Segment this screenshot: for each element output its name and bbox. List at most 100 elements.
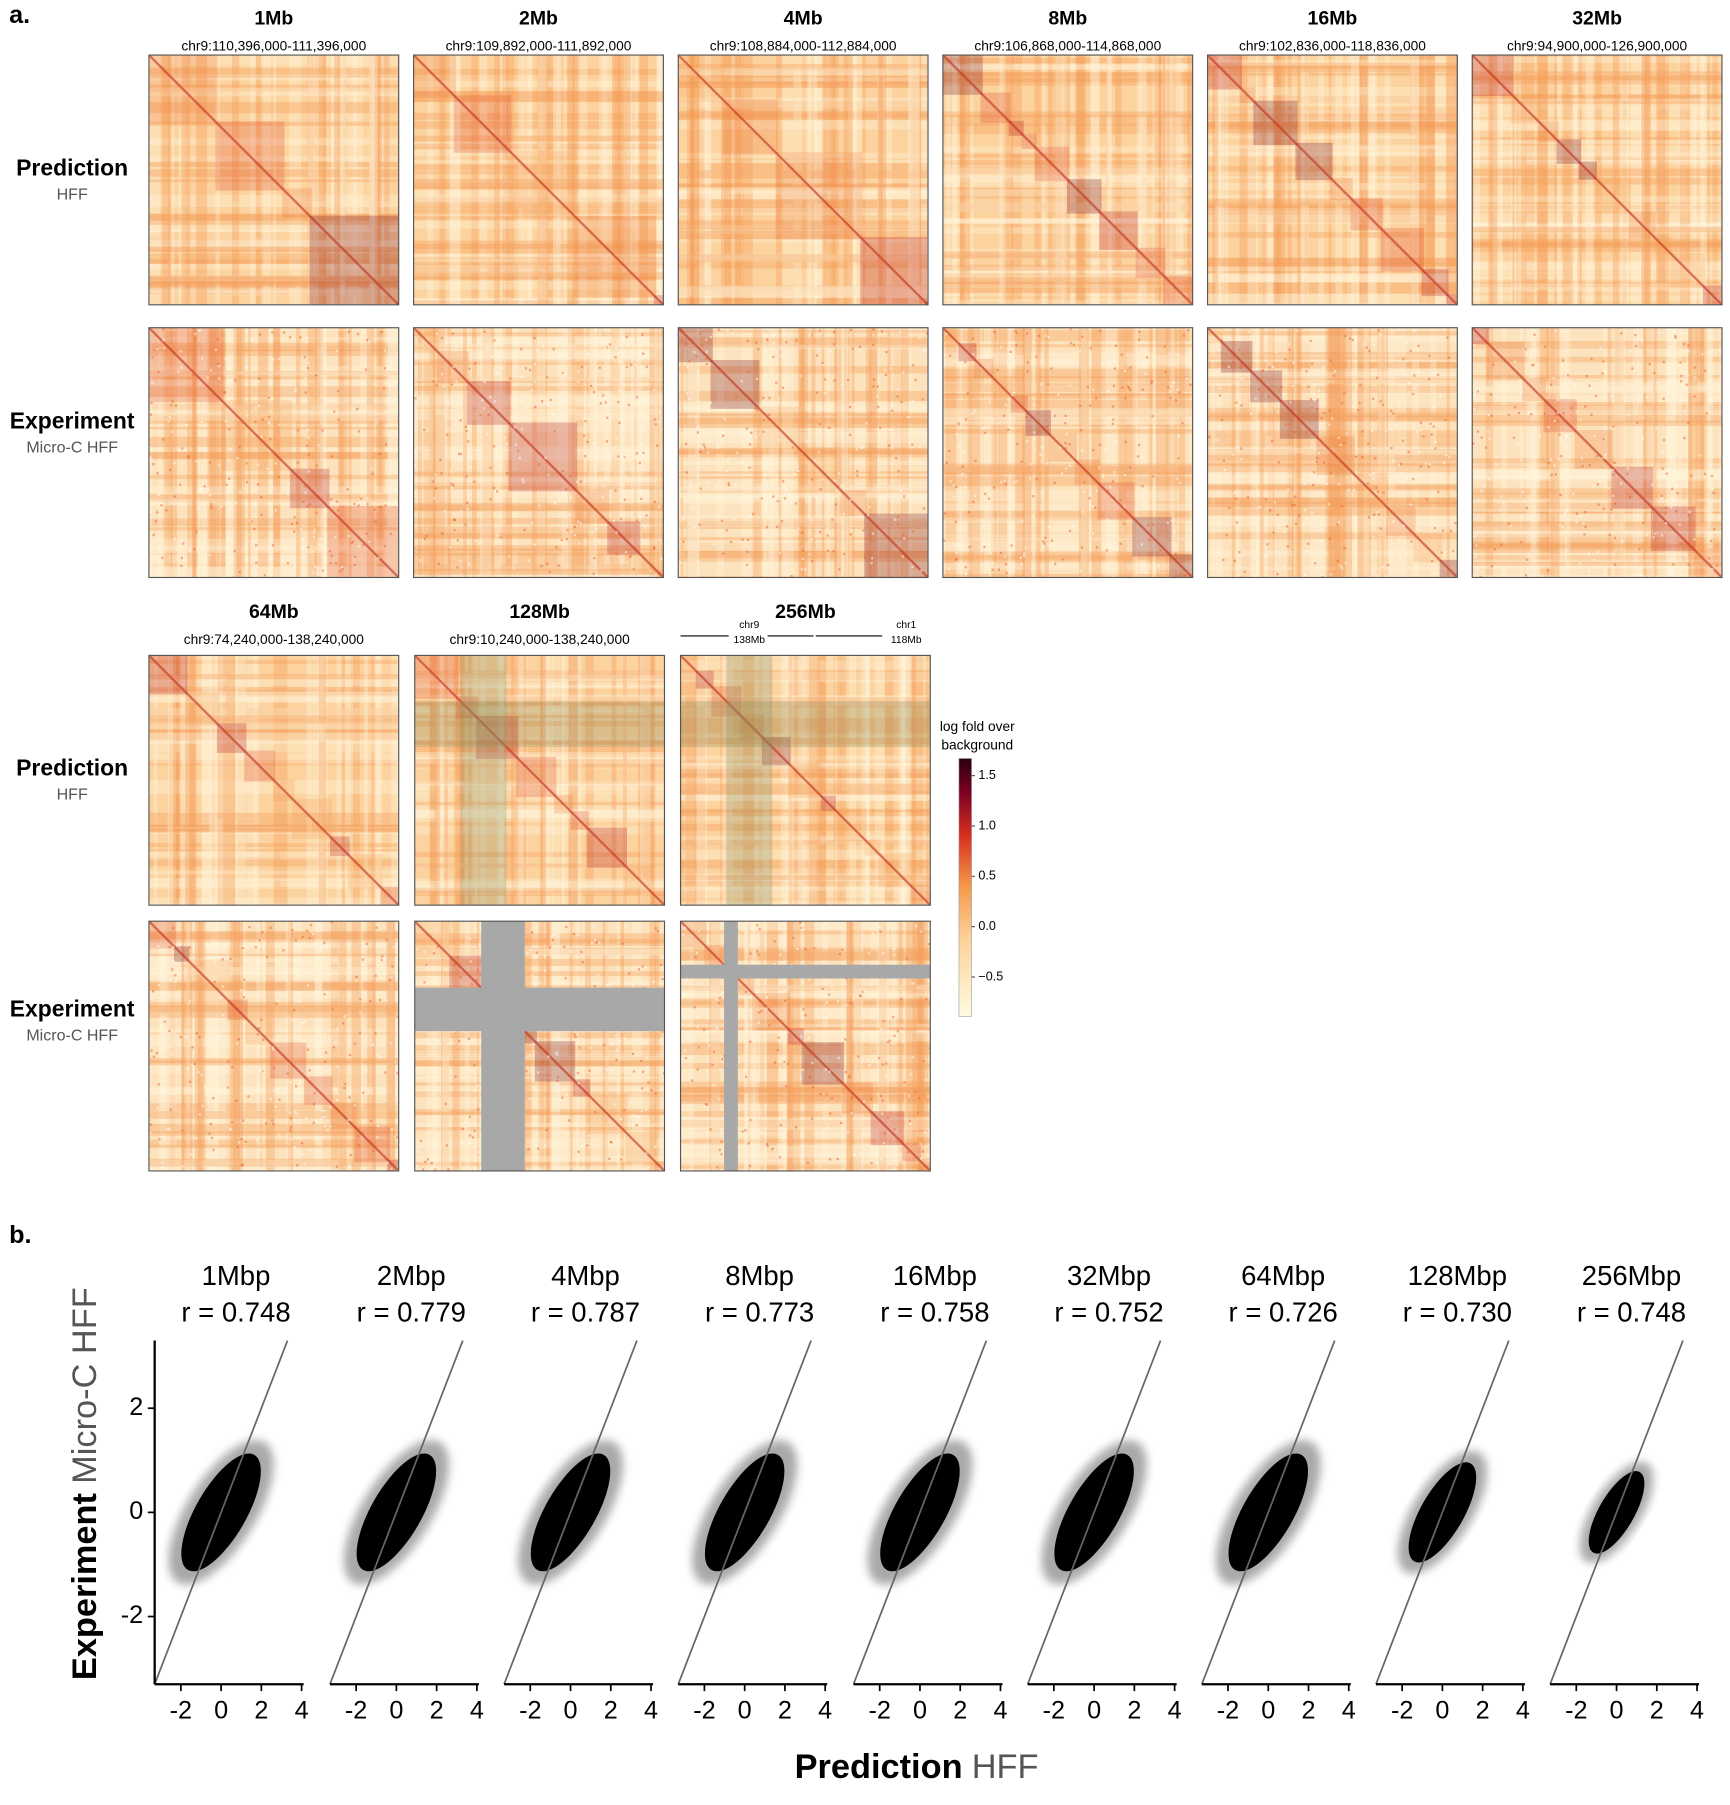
noise [214, 961, 216, 963]
noise [844, 1038, 846, 1040]
noise [832, 550, 834, 552]
noise [1614, 537, 1616, 539]
noise [180, 366, 182, 368]
noise [1581, 457, 1583, 459]
noise [538, 504, 540, 506]
noise [591, 530, 593, 532]
noise [608, 1158, 610, 1160]
noise [576, 481, 578, 483]
noise [868, 952, 870, 954]
stripe [1586, 55, 1593, 305]
noise [231, 1121, 233, 1123]
noise [686, 392, 688, 394]
noise [218, 365, 220, 367]
noise [1671, 568, 1673, 570]
noise [811, 519, 813, 521]
noise [1629, 496, 1631, 498]
noise [1352, 339, 1354, 341]
noise [899, 331, 901, 333]
noise [1127, 385, 1129, 387]
noise [1291, 504, 1293, 506]
noise [1590, 358, 1592, 360]
noise [829, 1112, 831, 1114]
noise [362, 1092, 364, 1094]
noise [826, 1001, 828, 1003]
noise [348, 1096, 350, 1098]
stripe [414, 409, 664, 415]
noise [366, 943, 368, 945]
noise [1112, 480, 1114, 482]
noise [1027, 361, 1029, 363]
noise [563, 946, 565, 948]
noise [699, 451, 701, 453]
noise [320, 1117, 322, 1119]
noise [557, 356, 559, 358]
noise [749, 1165, 751, 1167]
noise [728, 484, 730, 486]
noise [222, 985, 224, 987]
noise [618, 361, 620, 363]
noise [922, 398, 924, 400]
noise [439, 459, 441, 461]
noise [1390, 410, 1392, 412]
noise [385, 443, 387, 445]
noise [840, 1122, 842, 1124]
noise [331, 554, 333, 556]
noise [231, 1066, 233, 1068]
noise [215, 349, 217, 351]
heatmap-body [1208, 328, 1461, 581]
noise [872, 933, 874, 935]
noise [545, 1129, 547, 1131]
noise [337, 509, 339, 511]
scatter-r: r = 0.726 [1229, 1296, 1338, 1327]
noise [905, 957, 907, 959]
noise [334, 536, 336, 538]
noise [1250, 413, 1252, 415]
noise [808, 1037, 810, 1039]
noise [623, 457, 625, 459]
noise [628, 404, 630, 406]
noise [390, 1042, 392, 1044]
noise [307, 429, 309, 431]
noise [918, 1097, 920, 1099]
noise [1439, 395, 1441, 397]
noise [602, 394, 604, 396]
noise [783, 1061, 785, 1063]
noise [1710, 545, 1712, 547]
noise [414, 464, 416, 466]
x-tick-label: -2 [1043, 1696, 1065, 1724]
noise [544, 955, 546, 957]
noise [902, 534, 904, 536]
noise [870, 562, 872, 564]
noise [1649, 363, 1651, 365]
noise [1508, 414, 1510, 416]
noise [278, 1134, 280, 1136]
noise [181, 447, 183, 449]
noise [1258, 506, 1260, 508]
noise [1089, 404, 1091, 406]
noise [766, 338, 768, 340]
noise [438, 563, 440, 565]
noise [1498, 509, 1500, 511]
noise [490, 406, 492, 408]
noise [299, 336, 301, 338]
noise [158, 1138, 160, 1140]
noise [963, 451, 965, 453]
noise [1288, 343, 1290, 345]
noise [955, 521, 957, 523]
noise [885, 1063, 887, 1065]
noise [390, 976, 392, 978]
noise [1236, 446, 1238, 448]
scatter-r: r = 0.748 [181, 1296, 290, 1327]
noise [1376, 511, 1378, 513]
noise [1613, 462, 1615, 464]
stripe [568, 655, 578, 905]
noise [808, 978, 810, 980]
noise [391, 1128, 393, 1130]
noise [1345, 562, 1347, 564]
noise [781, 1140, 783, 1142]
stripe [1643, 328, 1646, 578]
noise [1054, 415, 1056, 417]
noise [912, 1056, 914, 1058]
noise [537, 1071, 539, 1073]
